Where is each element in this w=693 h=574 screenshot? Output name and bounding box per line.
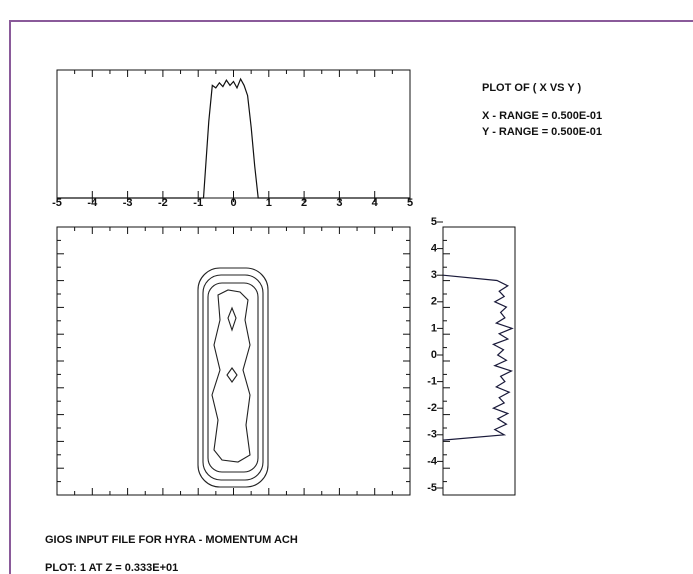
y-tick-label: 2 (431, 296, 437, 308)
tick-marks (56, 70, 450, 496)
x-tick-label: -1 (193, 197, 203, 209)
plot-title: PLOT OF ( X VS Y ) (482, 82, 582, 94)
contours (197, 267, 269, 488)
x-tick-label: 2 (301, 197, 307, 209)
x-tick-label: -4 (87, 197, 98, 209)
x-tick-label: 4 (372, 197, 379, 209)
x-tick-label: -5 (52, 197, 62, 209)
x-tick-label: 0 (230, 197, 236, 209)
contour (207, 282, 259, 473)
y-tick-label: -5 (427, 482, 437, 494)
y-tick-label: 3 (431, 269, 437, 281)
contour (197, 267, 269, 488)
contour (227, 306, 237, 332)
y-tick-label: -4 (427, 455, 438, 467)
profile-line (442, 274, 514, 441)
contour (202, 274, 264, 481)
y-tick-label: -1 (427, 376, 437, 388)
frame-border (9, 20, 693, 574)
x-range: X - RANGE = 0.500E-01 (482, 110, 602, 122)
y-tick-label: 4 (431, 243, 438, 255)
footer-plot: PLOT: 1 AT Z = 0.333E+01 (45, 562, 178, 574)
profile-line (57, 77, 410, 199)
contour (211, 289, 251, 463)
x-tick-label: -2 (158, 197, 168, 209)
y-tick-label: -2 (427, 402, 437, 414)
y-tick-label: 0 (431, 349, 437, 361)
y-tick-label: 5 (431, 216, 437, 228)
footer-file: GIOS INPUT FILE FOR HYRA - MOMENTUM ACH (45, 534, 298, 546)
y-tick-label: -3 (427, 429, 437, 441)
x-tick-label: 1 (266, 197, 272, 209)
x-tick-label: -3 (123, 197, 133, 209)
y-tick-label: 1 (431, 322, 437, 334)
y-range: Y - RANGE = 0.500E-01 (482, 126, 602, 138)
contour (226, 367, 238, 383)
x-tick-label: 3 (336, 197, 342, 209)
x-tick-label: 5 (407, 197, 413, 209)
